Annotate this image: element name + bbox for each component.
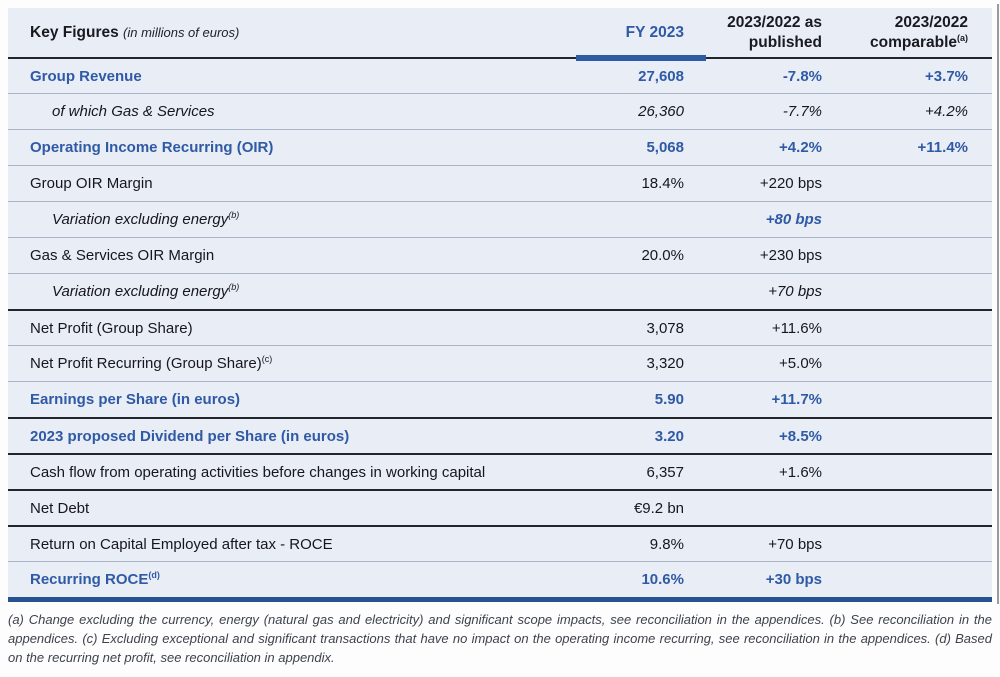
comparable-change-value [838,561,992,597]
table-row: of which Gas & Services 26,360 -7.7% +4.2% [8,93,992,129]
column-header-as-published-line1: 2023/2022 as [727,14,822,32]
published-change-value: +5.0% [698,345,838,381]
table-header-row: Key Figures (in millions of euros) FY 20… [8,8,992,61]
footnotes-text: (a) Change excluding the currency, energ… [8,612,992,665]
footnote-marker: (b) [228,282,240,292]
comparable-change-value [838,525,992,561]
key-figures-table: Key Figures (in millions of euros) FY 20… [8,8,992,597]
row-label: Variation excluding energy(b) [8,273,568,309]
comparable-change-value [838,453,992,489]
comparable-change-value: +11.4% [838,129,992,165]
table-row: Net Profit (Group Share) 3,078 +11.6% [8,309,992,345]
comparable-change-value [838,345,992,381]
fy-2023-value: 5,068 [568,129,698,165]
row-label: Group Revenue [8,57,568,93]
comparable-change-value [838,165,992,201]
published-change-value: +11.6% [698,309,838,345]
published-change-value [698,489,838,525]
table-row: Gas & Services OIR Margin 20.0% +230 bps [8,237,992,273]
footnote-marker: (c) [261,354,273,364]
comparable-change-value [838,309,992,345]
row-label: Group OIR Margin [8,165,568,201]
published-change-value: +1.6% [698,453,838,489]
fy-2023-value: 18.4% [568,165,698,201]
fy-2023-value: 9.8% [568,525,698,561]
fy-2023-value: 3.20 [568,417,698,453]
table-row: Return on Capital Employed after tax - R… [8,525,992,561]
fy-2023-value: 6,357 [568,453,698,489]
comparable-change-value [838,273,992,309]
table-row: Variation excluding energy(b) +70 bps [8,273,992,309]
published-change-value: -7.8% [698,57,838,93]
published-change-value: +70 bps [698,525,838,561]
comparable-footnote-marker: (a) [957,32,968,43]
table-bottom-rule [8,597,992,602]
table-row: Cash flow from operating activities befo… [8,453,992,489]
published-change-value: +8.5% [698,417,838,453]
row-label: Operating Income Recurring (OIR) [8,129,568,165]
table-subtitle: (in millions of euros) [123,24,240,40]
published-change-value: +70 bps [698,273,838,309]
table-row: Group Revenue 27,608 -7.8% +3.7% [8,57,992,93]
table-title-cell: Key Figures (in millions of euros) [8,8,568,57]
published-change-value: +4.2% [698,129,838,165]
comparable-change-value [838,489,992,525]
published-change-value: +230 bps [698,237,838,273]
published-change-value: +220 bps [698,165,838,201]
published-change-value: -7.7% [698,93,838,129]
table-row: Group OIR Margin 18.4% +220 bps [8,165,992,201]
comparable-change-value [838,417,992,453]
column-header-comparable-line2: comparable [869,33,957,51]
fy-2023-value: 10.6% [568,561,698,597]
published-change-value: +30 bps [698,561,838,597]
footnote-marker: (b) [228,210,240,220]
column-header-fy-2023: FY 2023 [568,8,706,61]
fy-2023-value [568,273,698,309]
row-label: Net Profit Recurring (Group Share)(c) [8,345,568,381]
column-header-comparable: 2023/2022 comparable(a) [838,8,992,57]
row-label: 2023 proposed Dividend per Share (in eur… [8,417,568,453]
column-header-as-published: 2023/2022 as published [698,8,838,57]
fy-2023-value: 26,360 [568,93,698,129]
table-row: Recurring ROCE(d) 10.6% +30 bps [8,561,992,597]
column-header-as-published-line2: published [748,33,822,51]
comparable-change-value [838,201,992,237]
row-label: Net Debt [8,489,568,525]
table-row: Earnings per Share (in euros) 5.90 +11.7% [8,381,992,417]
page-edge-shadow [997,4,999,604]
table-row: Variation excluding energy(b) +80 bps [8,201,992,237]
fy-2023-underline-bar [576,55,706,61]
fy-2023-value: 27,608 [568,57,698,93]
row-label: Net Profit (Group Share) [8,309,568,345]
column-header-fy-2023-label: FY 2023 [625,23,684,41]
fy-2023-value: 3,320 [568,345,698,381]
table-row: Net Profit Recurring (Group Share)(c) 3,3… [8,345,992,381]
row-label: of which Gas & Services [8,93,568,129]
fy-2023-value: 20.0% [568,237,698,273]
table-row: Operating Income Recurring (OIR) 5,068 +4.… [8,129,992,165]
row-label: Gas & Services OIR Margin [8,237,568,273]
row-label: Earnings per Share (in euros) [8,381,568,417]
comparable-change-value [838,381,992,417]
fy-2023-value: 3,078 [568,309,698,345]
table-title: Key Figures [30,23,119,41]
published-change-value: +80 bps [698,201,838,237]
row-label: Cash flow from operating activities befo… [8,453,568,489]
row-label: Variation excluding energy(b) [8,201,568,237]
table-row: Net Debt €9.2 bn [8,489,992,525]
fy-2023-value: €9.2 bn [568,489,698,525]
footnote-marker: (d) [148,570,160,580]
table-row: 2023 proposed Dividend per Share (in eur… [8,417,992,453]
row-label: Return on Capital Employed after tax - R… [8,525,568,561]
column-header-comparable-line1: 2023/2022 [894,14,968,32]
fy-2023-value [568,201,698,237]
published-change-value: +11.7% [698,381,838,417]
comparable-change-value: +4.2% [838,93,992,129]
comparable-change-value [838,237,992,273]
comparable-change-value: +3.7% [838,57,992,93]
fy-2023-value: 5.90 [568,381,698,417]
row-label: Recurring ROCE(d) [8,561,568,597]
